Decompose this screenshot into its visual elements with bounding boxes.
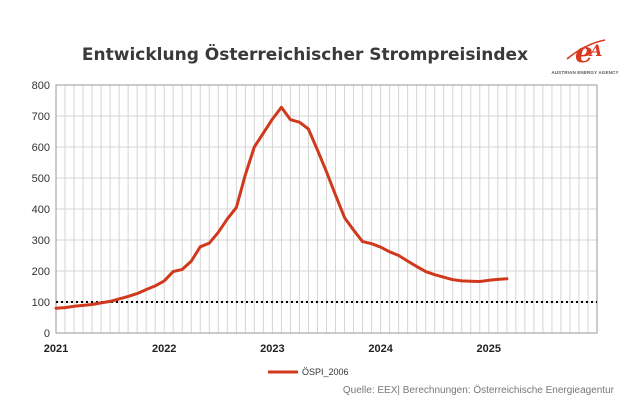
y-tick-label: 400 (32, 204, 50, 216)
y-axis: 0 100 200 300 400 500 600 700 800 (32, 80, 50, 340)
y-tick-label: 300 (32, 235, 50, 247)
legend-label: ÖSPI_2006 (302, 367, 349, 377)
y-tick-label: 500 (32, 173, 50, 185)
y-tick-label: 700 (32, 111, 50, 123)
chart-title: Entwicklung Österreichischer Strompreisi… (81, 45, 529, 65)
plot-area-border (55, 84, 598, 334)
source-note: Quelle: EEX| Berechnungen: Österreichisc… (342, 385, 614, 396)
logo-wordmark: AUSTRIAN ENERGY AGENCY (551, 70, 619, 75)
y-tick-label: 600 (32, 142, 50, 154)
y-tick-label: 100 (32, 297, 50, 309)
svg-text:A: A (588, 41, 602, 60)
svg-text:e: e (575, 36, 593, 69)
y-tick-label: 200 (32, 266, 50, 278)
x-axis: 2021 2022 2023 2024 2025 (44, 343, 501, 355)
x-tick-label: 2022 (152, 343, 176, 355)
x-tick-label: 2021 (44, 343, 68, 355)
y-tick-label: 0 (44, 328, 50, 340)
austrian-energy-agency-logo: e A AUSTRIAN ENERGY AGENCY (545, 32, 625, 82)
y-tick-label: 800 (32, 80, 50, 92)
legend: ÖSPI_2006 (268, 367, 349, 377)
x-tick-label: 2024 (368, 343, 393, 355)
x-tick-label: 2023 (260, 343, 284, 355)
series-points (55, 107, 507, 309)
chart-grid (56, 84, 597, 334)
logo-mark-icon: e A (566, 36, 606, 69)
x-tick-label: 2025 (477, 343, 501, 355)
